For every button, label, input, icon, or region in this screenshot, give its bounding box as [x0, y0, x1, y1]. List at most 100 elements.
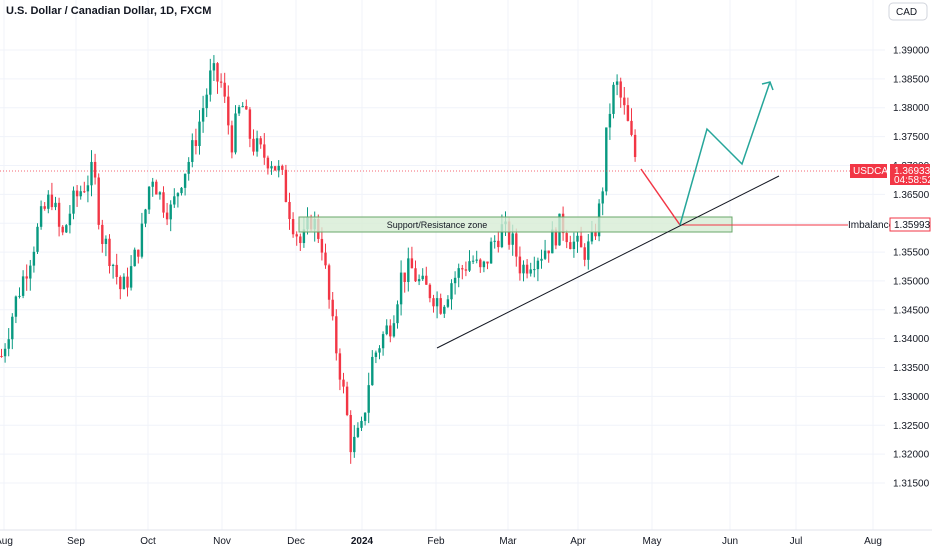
candle-body — [608, 113, 612, 128]
x-tick-label: Feb — [427, 536, 445, 547]
candle-body — [284, 169, 288, 202]
y-tick-label: 1.31500 — [893, 479, 930, 490]
candle-body — [180, 187, 183, 194]
candle-body — [439, 298, 442, 314]
candle-body — [489, 241, 493, 264]
candle-body — [576, 235, 579, 242]
candle-body — [327, 265, 331, 300]
candle-body — [255, 138, 259, 152]
candle-body — [165, 212, 169, 220]
candles — [0, 55, 637, 464]
candle-body — [86, 185, 90, 192]
candle-body — [252, 138, 255, 152]
candle-body — [630, 120, 633, 135]
candle-body — [356, 427, 360, 437]
x-tick-label: Mar — [499, 536, 517, 547]
y-tick-label: 1.39000 — [893, 46, 930, 57]
candle-body — [345, 386, 349, 416]
candle-body — [65, 225, 68, 233]
candle-body — [500, 224, 504, 248]
support-resistance-zone[interactable] — [298, 216, 733, 233]
candle-body — [32, 251, 36, 266]
y-tick-label: 1.35000 — [893, 276, 930, 287]
candle-body — [11, 316, 14, 340]
candle-body — [417, 279, 421, 282]
candle-body — [133, 249, 136, 267]
candle-body — [21, 276, 25, 296]
y-tick-label: 1.32000 — [893, 450, 930, 461]
candle-body — [378, 348, 381, 353]
candle-body — [158, 192, 162, 195]
candle-body — [612, 84, 615, 114]
imbalance-price-tag — [889, 217, 931, 232]
candle-body — [529, 269, 532, 274]
candle-body — [173, 196, 176, 205]
candle-body — [403, 272, 406, 282]
candle-body — [385, 325, 388, 335]
candle-body — [122, 276, 126, 290]
candle-body — [464, 269, 468, 271]
candle-body — [198, 121, 201, 147]
candle-body — [104, 238, 108, 244]
candle-body — [68, 213, 72, 226]
candle-body — [234, 113, 237, 153]
candle-body — [461, 268, 464, 270]
candle-body — [446, 299, 450, 307]
y-tick-label: 1.38000 — [893, 103, 930, 114]
candle-body — [295, 234, 298, 237]
currency-button[interactable] — [888, 2, 928, 21]
candle-body — [183, 173, 187, 188]
candle-body — [540, 258, 543, 261]
candle-body — [533, 269, 536, 271]
price-axis[interactable]: 1.390001.385001.380001.375001.370001.365… — [893, 46, 930, 490]
candle-body — [453, 277, 457, 284]
candle-body — [511, 233, 514, 245]
candle-body — [237, 107, 241, 114]
candle-body — [144, 209, 147, 224]
candle-body — [219, 81, 223, 83]
candle-body — [450, 283, 453, 300]
candle-body — [633, 134, 637, 158]
candle-body — [507, 221, 511, 245]
candle-body — [79, 191, 82, 197]
candle-body — [371, 356, 374, 386]
candle-body — [324, 252, 327, 266]
candle-body — [151, 181, 154, 187]
imbalance-label: Imbalance — [848, 220, 895, 231]
projection-red-path[interactable] — [640, 168, 681, 226]
candle-body — [615, 81, 619, 85]
candle-body — [230, 125, 234, 153]
candle-body — [36, 226, 39, 252]
candle-body — [111, 264, 115, 267]
candle-body — [353, 436, 356, 453]
candle-body — [572, 241, 576, 250]
projection-green-path[interactable] — [679, 81, 771, 226]
candle-body — [428, 284, 432, 299]
candle-body — [619, 81, 622, 98]
candle-body — [594, 232, 597, 237]
candle-body — [227, 96, 230, 126]
candle-body — [486, 261, 489, 264]
candle-body — [392, 323, 396, 337]
candle-body — [547, 250, 550, 254]
candle-body — [605, 127, 608, 192]
candle-body — [399, 272, 403, 305]
candle-body — [443, 306, 446, 314]
candle-body — [435, 298, 439, 307]
currency-label: CAD — [896, 7, 917, 18]
candle-body — [241, 106, 244, 108]
trendline[interactable] — [436, 175, 780, 349]
time-axis[interactable]: Aug Sep Oct Nov Dec 2024 Feb Mar Apr May Jun Jul Aug — [0, 536, 882, 547]
candle-body — [587, 241, 590, 260]
candle-body — [147, 186, 151, 210]
candle-body — [381, 334, 385, 349]
grid-lines — [0, 0, 885, 530]
candle-body — [543, 250, 547, 259]
candle-body — [554, 229, 558, 246]
candle-body — [349, 415, 352, 453]
candle-body — [515, 233, 518, 257]
candle-body — [57, 202, 61, 227]
candle-body — [601, 191, 604, 204]
x-tick-label: Jun — [722, 536, 738, 547]
x-tick-label: Dec — [287, 536, 305, 547]
